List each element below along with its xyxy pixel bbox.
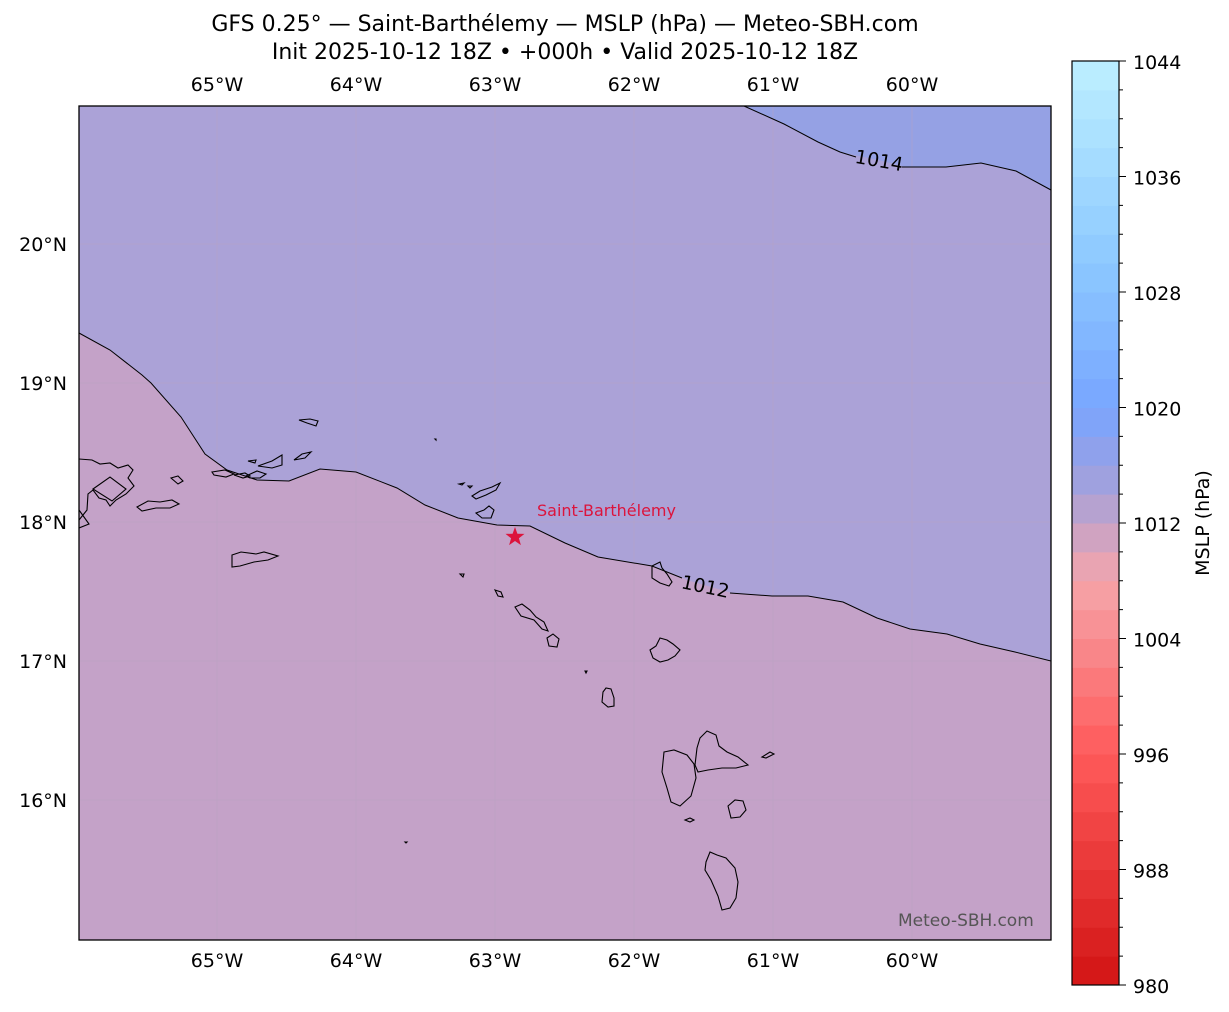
map-frame — [78, 105, 1052, 941]
montserrat-island — [601, 687, 615, 708]
right-lat-label: 1 — [1062, 373, 1074, 395]
coastlines — [79, 418, 776, 911]
lon-label: 65°W — [191, 950, 244, 972]
lat-label: 20°N — [19, 234, 67, 256]
saint-thomas-island — [211, 469, 236, 478]
chart-subtitle: Init 2025-10-12 18Z • +000h • Valid 2025… — [271, 40, 859, 65]
anegada-island — [293, 451, 313, 461]
tortola-island — [244, 470, 268, 479]
lon-label: 60°W — [886, 74, 939, 96]
marker-label: Saint-Barthélemy — [537, 501, 676, 520]
puerto-rico-east-coast — [79, 458, 135, 521]
top-lon-labels: 65°W 64°W 63°W 62°W 61°W 60°W — [191, 74, 939, 96]
puerto-rico-inner-lake — [92, 476, 127, 502]
puerto-rico-southwest — [79, 509, 90, 529]
top-right-region — [744, 106, 1051, 190]
anguilla-islet — [456, 482, 474, 489]
saint-kitts-island — [514, 603, 550, 632]
saint-croix-island — [231, 551, 280, 568]
lat-label: 18°N — [19, 512, 67, 534]
lon-label: 60°W — [886, 950, 939, 972]
aves-island — [403, 841, 409, 844]
left-lat-labels: 20°N 19°N 18°N 17°N 16°N — [19, 234, 67, 812]
saint-martin-island — [474, 505, 495, 519]
dot-islet — [433, 438, 437, 442]
sint-eustatius-island — [493, 589, 504, 598]
lon-label: 63°W — [469, 950, 522, 972]
lon-label: 63°W — [469, 74, 522, 96]
lon-label: 61°W — [747, 74, 800, 96]
marie-galante-island — [727, 799, 747, 819]
dominica-island — [704, 851, 739, 911]
guadeloupe-basse-terre — [661, 749, 697, 807]
antigua-island — [649, 637, 681, 663]
guadeloupe-grande-terre — [694, 730, 750, 773]
gridlines — [79, 106, 1051, 940]
right-lat-label: 2 — [1062, 234, 1074, 256]
lon-label: 64°W — [330, 74, 383, 96]
saint-john-island — [233, 472, 252, 479]
vieques-island — [136, 499, 181, 512]
virgin-gorda-island — [257, 454, 283, 469]
islet-north-1 — [247, 459, 257, 464]
chart-title: GFS 0.25° — Saint-Barthélemy — MSLP (hPa… — [211, 12, 919, 37]
lon-label: 64°W — [330, 950, 383, 972]
bottom-lon-labels: 65°W 64°W 63°W 62°W 61°W 60°W — [191, 950, 939, 972]
lon-label: 61°W — [747, 950, 800, 972]
anguilla-island — [471, 481, 502, 500]
right-lat-label: 1 — [1062, 512, 1074, 534]
les-saintes-islets — [683, 817, 696, 823]
nevis-island — [546, 633, 560, 648]
lat-label: 17°N — [19, 651, 67, 673]
right-lat-labels-partial: 2 1 1 1 1 — [1062, 234, 1074, 812]
sombrero-island — [298, 418, 319, 427]
lat-label: 16°N — [19, 790, 67, 812]
redonda-island — [584, 670, 588, 675]
saint-barthelemy-marker — [505, 527, 525, 546]
watermark: Meteo-SBH.com — [898, 911, 1034, 931]
lat-label: 19°N — [19, 373, 67, 395]
la-desirade-island — [760, 751, 776, 759]
saba-island — [458, 573, 465, 579]
high-pressure-region — [79, 106, 1051, 661]
culebra-island — [169, 475, 184, 485]
contour-line-1014 — [743, 106, 1051, 191]
right-lat-label: 1 — [1062, 790, 1074, 812]
right-lat-label: 1 — [1062, 651, 1074, 673]
lon-label: 62°W — [608, 74, 661, 96]
barbuda-island — [651, 561, 673, 587]
lon-label: 62°W — [608, 950, 661, 972]
contour-line-1012 — [79, 332, 1051, 662]
lon-label: 65°W — [191, 74, 244, 96]
